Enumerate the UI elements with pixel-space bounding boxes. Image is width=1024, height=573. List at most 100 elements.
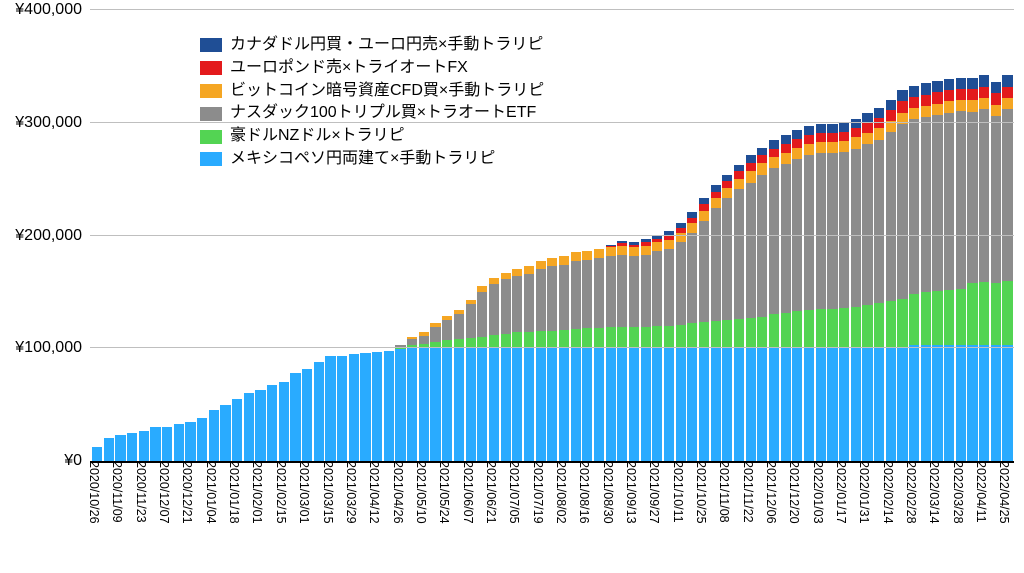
bar-segment-mxn xyxy=(430,348,440,461)
bar-segment-audnz xyxy=(571,329,581,348)
bar-segment-nasdaq xyxy=(781,164,791,313)
bar: 2022/02/14 xyxy=(886,10,896,461)
bar-segment-nasdaq xyxy=(699,221,709,322)
bar-segment-nasdaq xyxy=(594,258,604,328)
bar-segment-nasdaq xyxy=(1002,109,1012,280)
bar xyxy=(150,10,160,461)
bar-segment-mxn xyxy=(582,348,592,461)
bar-segment-eurgbp xyxy=(734,171,744,179)
bar-segment-nasdaq xyxy=(664,249,674,326)
bar-segment-eurgbp xyxy=(979,87,989,98)
bar-segment-eurgbp xyxy=(956,89,966,100)
bar-segment-audnz xyxy=(676,325,686,349)
x-tick-label: 2022/04/25 xyxy=(997,461,1017,524)
x-tick-label: 2020/12/07 xyxy=(157,461,177,524)
bar xyxy=(991,10,1001,461)
bar-segment-mxn xyxy=(92,447,102,461)
bar-segment-eurgbp xyxy=(816,133,826,142)
bar: 2021/10/11 xyxy=(676,10,686,461)
bar-segment-mxn xyxy=(290,373,300,461)
bar-segment-btc xyxy=(1002,98,1012,109)
bar-segment-nasdaq xyxy=(886,132,896,301)
bar-segment-mxn xyxy=(734,348,744,461)
bar-segment-mxn xyxy=(652,348,662,461)
bar: 2022/01/17 xyxy=(839,10,849,461)
bar-segment-btc xyxy=(629,247,639,256)
bar-segment-audnz xyxy=(827,309,837,348)
bar-segment-mxn xyxy=(279,382,289,461)
bar xyxy=(897,10,907,461)
bar-segment-nasdaq xyxy=(839,152,849,308)
bar-segment-mxn xyxy=(827,348,837,461)
bar-segment-mxn xyxy=(757,348,767,461)
x-tick-label: 2021/09/27 xyxy=(647,461,667,524)
bar-segment-btc xyxy=(641,246,651,255)
bar-segment-mxn xyxy=(325,356,335,461)
bar-segment-btc xyxy=(547,258,557,266)
bar-segment-mxn xyxy=(851,348,861,461)
legend-swatch xyxy=(200,61,222,75)
bar: 2022/03/14 xyxy=(932,10,942,461)
legend-label: 豪ドルNZドル×トラリピ xyxy=(230,126,405,147)
x-tick-label: 2021/03/01 xyxy=(297,461,317,524)
bar-segment-nasdaq xyxy=(734,189,744,319)
bar-segment-eurgbp xyxy=(792,139,802,148)
bar-segment-btc xyxy=(757,163,767,174)
bar xyxy=(711,10,721,461)
bar-segment-eurgbp xyxy=(909,97,919,108)
y-tick-label: ¥300,000 xyxy=(15,114,90,132)
bar-segment-mxn xyxy=(991,345,1001,461)
chart-container: カナダドル円買・ユーロ円売×手動トラリピユーロポンド売×トライオートFXビットコ… xyxy=(0,0,1024,573)
bar-segment-mxn xyxy=(862,348,872,461)
bar-segment-mxn xyxy=(664,348,674,461)
bar-segment-mxn xyxy=(244,393,254,461)
bar-segment-audnz xyxy=(547,331,557,348)
bar-segment-nasdaq xyxy=(991,116,1001,283)
bar-segment-cadeur xyxy=(827,124,837,133)
x-tick-label: 2021/08/16 xyxy=(577,461,597,524)
bar-segment-mxn xyxy=(162,427,172,461)
bar-segment-btc xyxy=(769,157,779,168)
x-tick-label: 2021/09/13 xyxy=(624,461,644,524)
bar-segment-nasdaq xyxy=(804,155,814,309)
bar-segment-mxn xyxy=(1002,345,1012,461)
bar: 2020/12/07 xyxy=(162,10,172,461)
bar-segment-eurgbp xyxy=(1002,87,1012,98)
legend-item: メキシコペソ円両建て×手動トラリピ xyxy=(200,149,544,170)
legend-label: カナダドル円買・ユーロ円売×手動トラリピ xyxy=(230,35,543,56)
legend-item: ナスダック100トリプル買×トラオートETF xyxy=(200,103,544,124)
bar-segment-mxn xyxy=(711,348,721,461)
bar-segment-audnz xyxy=(512,332,522,348)
bar-segment-btc xyxy=(594,249,604,258)
bar-segment-mxn xyxy=(407,348,417,461)
bar-segment-btc xyxy=(746,171,756,182)
bar-segment-mxn xyxy=(606,348,616,461)
bar-segment-btc xyxy=(874,128,884,139)
bar-segment-btc xyxy=(991,105,1001,116)
bar-segment-eurgbp xyxy=(827,133,837,142)
bar xyxy=(687,10,697,461)
bar-segment-mxn xyxy=(395,349,405,461)
y-tick-label: ¥200,000 xyxy=(15,227,90,245)
bar xyxy=(174,10,184,461)
bar-segment-mxn xyxy=(512,348,522,461)
bar-segment-nasdaq xyxy=(582,260,592,328)
bar-segment-eurgbp xyxy=(932,92,942,103)
bar-segment-mxn xyxy=(232,399,242,461)
bar-segment-btc xyxy=(559,256,569,265)
bar-segment-nasdaq xyxy=(722,198,732,320)
bar-segment-audnz xyxy=(909,294,919,345)
bar-segment-audnz xyxy=(944,290,954,345)
bar xyxy=(617,10,627,461)
x-tick-label: 2021/07/05 xyxy=(507,461,527,524)
bar-segment-audnz xyxy=(862,305,872,348)
bar-segment-mxn xyxy=(746,348,756,461)
bar-segment-eurgbp xyxy=(722,181,732,188)
legend-item: ユーロポンド売×トライオートFX xyxy=(200,58,544,79)
x-tick-label: 2021/04/26 xyxy=(391,461,411,524)
bar: 2022/01/03 xyxy=(816,10,826,461)
bar: 2022/01/31 xyxy=(862,10,872,461)
bar-segment-mxn xyxy=(255,390,265,461)
bar-segment-audnz xyxy=(792,311,802,348)
bar-segment-audnz xyxy=(897,299,907,349)
